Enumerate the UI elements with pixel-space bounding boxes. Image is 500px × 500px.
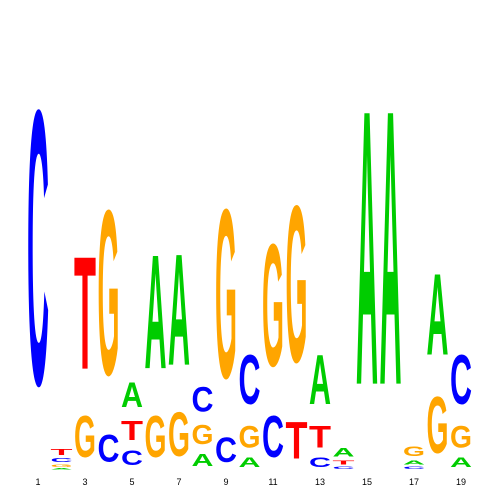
logo-letter: A	[168, 222, 190, 400]
x-tick-label: 19	[456, 477, 466, 487]
logo-letter: G	[239, 420, 261, 455]
logo-letter: A	[380, 30, 402, 469]
logo-letter: A	[309, 340, 331, 419]
logo-letter: G	[192, 420, 214, 451]
x-tick-label: 7	[176, 477, 181, 487]
logo-letter: A	[192, 450, 214, 470]
logo-letter: G	[74, 403, 96, 469]
logo-letter: A	[356, 30, 378, 469]
logo-letter: A	[403, 459, 425, 466]
x-tick-label: 9	[223, 477, 228, 487]
logo-letter: T	[309, 420, 331, 455]
logo-letter: G	[286, 159, 308, 409]
logo-letter: C	[98, 427, 120, 471]
logo-letter: A	[427, 249, 449, 379]
logo-letter: C	[215, 430, 237, 470]
logo-letter: G	[403, 444, 425, 459]
logo-letter: C	[450, 340, 472, 419]
logo-letter: C	[192, 379, 214, 419]
logo-letter: T	[74, 222, 96, 403]
logo-letter: T	[121, 415, 143, 446]
logo-letter: A	[51, 468, 74, 470]
logo-letter: C	[333, 466, 355, 471]
logo-letter: T	[51, 448, 73, 457]
logo-letter: G	[427, 379, 449, 470]
logo-letter: G	[262, 208, 284, 403]
logo-letter: T	[333, 459, 355, 465]
logo-letter: G	[51, 464, 73, 468]
logo-letter: C	[51, 457, 73, 464]
logo-letter: A	[239, 455, 261, 470]
x-tick-label: 13	[315, 477, 325, 487]
x-tick-label: 17	[409, 477, 419, 487]
logo-letter: G	[168, 401, 190, 471]
x-tick-label: 15	[362, 477, 372, 487]
logo-letter: T	[286, 410, 308, 470]
x-tick-label: 5	[129, 477, 134, 487]
logo-letter: A	[121, 375, 143, 415]
logo-letter: G	[98, 161, 120, 425]
logo-letter: C	[309, 455, 331, 470]
x-tick-label: 1	[35, 477, 40, 487]
logo-letter: A	[450, 455, 472, 470]
logo-letter: C	[121, 446, 143, 471]
logo-letter: A	[145, 221, 167, 403]
logo-letter: A	[333, 446, 355, 459]
logo-letter: G	[450, 420, 472, 455]
logo-letter: C	[27, 30, 49, 469]
logo-letter: G	[215, 160, 237, 430]
x-tick-label: 11	[268, 477, 277, 487]
logo-letter: C	[403, 466, 425, 471]
x-tick-label: 3	[82, 477, 87, 487]
logo-letter: C	[239, 340, 261, 419]
logo-letter: G	[145, 403, 167, 469]
logo-letter: C	[262, 404, 284, 469]
